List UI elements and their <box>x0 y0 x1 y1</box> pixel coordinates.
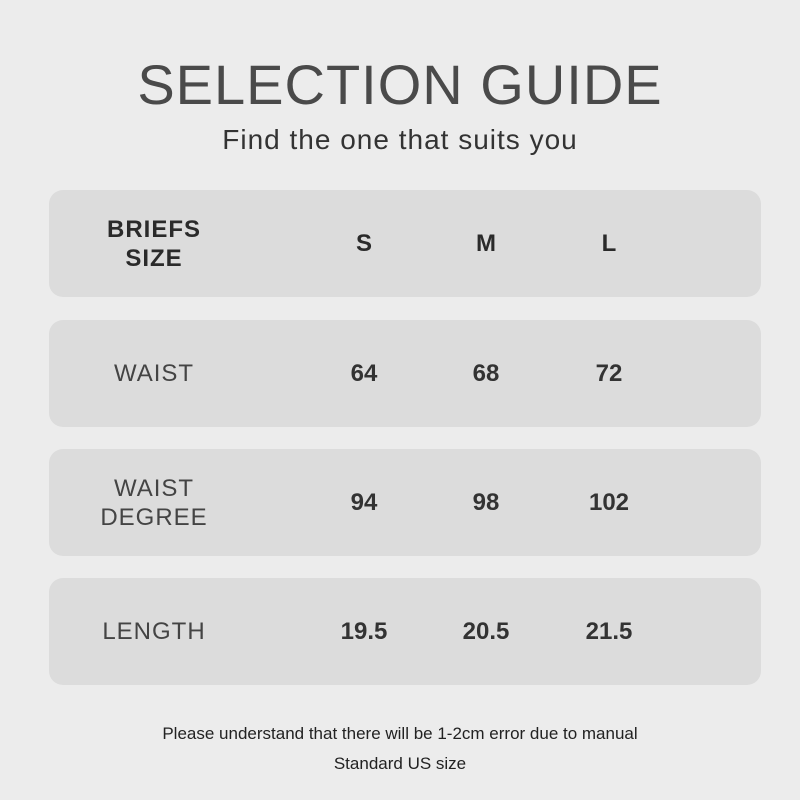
value-l: 21.5 <box>585 618 633 645</box>
value-m: 68 <box>472 360 500 387</box>
row-label: WAIST <box>113 360 195 387</box>
error-note: Please understand that there will be 1-2… <box>162 724 638 743</box>
value-l: 102 <box>588 489 630 516</box>
page-title: SELECTION GUIDE <box>137 53 663 116</box>
value-m: 98 <box>472 489 500 516</box>
table-row-length: LENGTH 19.5 20.5 21.5 <box>49 578 761 685</box>
header-row: BRIEFS SIZE S M L <box>49 190 761 297</box>
value-s: 19.5 <box>340 618 388 645</box>
table-row-waist: WAIST 64 68 72 <box>49 320 761 427</box>
row-label: LENGTH <box>102 618 206 645</box>
value-s: 94 <box>350 489 378 516</box>
row-label: WAIST DEGREE <box>100 474 208 531</box>
standard-note: Standard US size <box>333 754 467 773</box>
size-s: S <box>355 230 372 257</box>
header-label: BRIEFS SIZE <box>106 215 201 272</box>
size-l: L <box>601 230 617 257</box>
table-row-waist-degree: WAIST DEGREE 94 98 102 <box>49 449 761 556</box>
value-l: 72 <box>595 360 623 387</box>
subtitle: Find the one that suits you <box>222 124 578 155</box>
value-m: 20.5 <box>462 618 510 645</box>
value-s: 64 <box>350 360 378 387</box>
size-m: M <box>476 230 496 257</box>
